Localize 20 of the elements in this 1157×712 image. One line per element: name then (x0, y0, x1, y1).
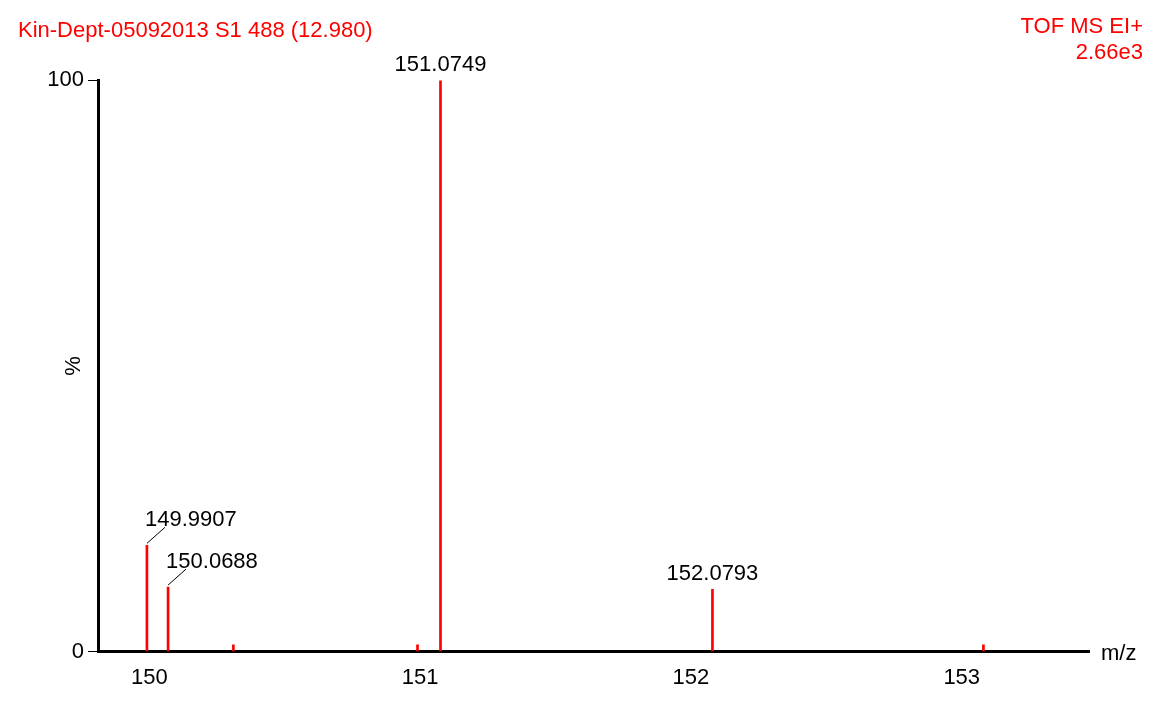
x-tick-label: 150 (131, 663, 168, 689)
bar (711, 589, 714, 652)
annotation: 149.9907 (144, 506, 237, 532)
annotation: 151.0749 (394, 51, 487, 77)
x-tick-label: 151 (401, 663, 439, 689)
chart-title: Kin-Dept-05092013 S1 488 (12.980) (18, 17, 373, 43)
annotation: 150.0688 (166, 548, 258, 574)
x-tick-label: 152 (672, 663, 710, 689)
x-axis-title: m/z (1101, 639, 1137, 665)
bar (439, 80, 442, 652)
bar (416, 644, 419, 652)
text: TOF MS EI+ (1020, 13, 1143, 39)
y-tick-label: 0 (71, 637, 84, 663)
bar (232, 644, 235, 652)
bar (982, 644, 985, 652)
y-axis-title: % (60, 356, 86, 376)
y-tick-label: 100 (47, 66, 84, 92)
text: 2.66e3 (1075, 39, 1143, 65)
annotation: 152.0793 (666, 560, 759, 586)
x-tick-label: 153 (943, 663, 981, 689)
